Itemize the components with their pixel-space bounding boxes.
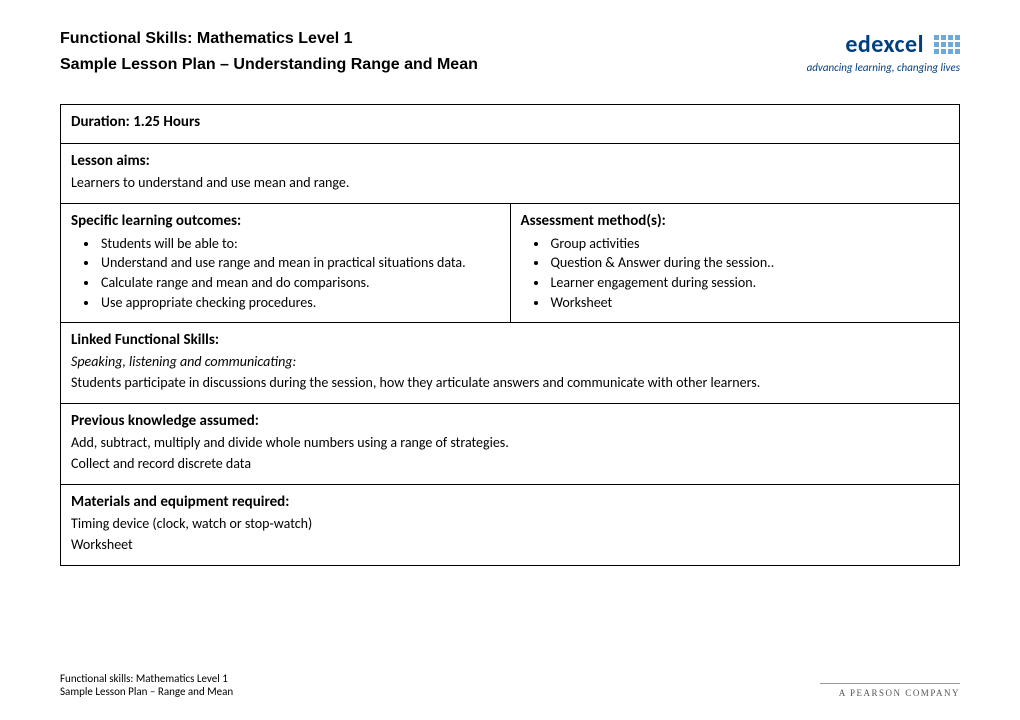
list-item: Learner engagement during session. xyxy=(549,273,950,293)
aims-cell: Lesson aims: Learners to understand and … xyxy=(61,144,960,204)
previous-line2: Collect and record discrete data xyxy=(71,455,949,474)
materials-line2: Worksheet xyxy=(71,536,949,555)
list-item: Calculate range and mean and do comparis… xyxy=(99,273,500,293)
linked-cell: Linked Functional Skills: Speaking, list… xyxy=(61,323,960,404)
footer: Functional skills: Mathematics Level 1 S… xyxy=(60,672,960,698)
footer-left: Functional skills: Mathematics Level 1 S… xyxy=(60,672,233,698)
logo-squares-icon xyxy=(934,35,960,54)
footer-company: A PEARSON COMPANY xyxy=(820,688,960,698)
list-item: Understand and use range and mean in pra… xyxy=(99,253,500,273)
previous-heading: Previous knowledge assumed: xyxy=(71,412,949,430)
list-item: Worksheet xyxy=(549,293,950,313)
lesson-plan-table: Duration: 1.25 Hours Lesson aims: Learne… xyxy=(60,104,960,566)
assessment-heading: Assessment method(s): xyxy=(521,212,950,230)
assessment-list: Group activities Question & Answer durin… xyxy=(521,234,950,312)
duration-cell: Duration: 1.25 Hours xyxy=(61,105,960,144)
outcomes-list: Students will be able to: Understand and… xyxy=(71,234,500,312)
logo-brand: edexcel xyxy=(845,30,960,59)
materials-cell: Materials and equipment required: Timing… xyxy=(61,484,960,565)
list-item: Group activities xyxy=(549,234,950,254)
linked-heading: Linked Functional Skills: xyxy=(71,331,949,349)
doc-title-1: Functional Skills: Mathematics Level 1 xyxy=(60,30,478,48)
list-item: Students will be able to: xyxy=(99,234,500,254)
materials-line1: Timing device (clock, watch or stop-watc… xyxy=(71,515,949,534)
footer-bar xyxy=(820,683,960,684)
linked-subheading: Speaking, listening and communicating: xyxy=(71,353,949,372)
outcomes-cell: Specific learning outcomes: Students wil… xyxy=(61,203,511,322)
footer-right: A PEARSON COMPANY xyxy=(820,683,960,698)
footer-line2: Sample Lesson Plan – Range and Mean xyxy=(60,685,233,698)
header-text: Functional Skills: Mathematics Level 1 S… xyxy=(60,30,478,74)
header-row: Functional Skills: Mathematics Level 1 S… xyxy=(60,30,960,74)
assessment-cell: Assessment method(s): Group activities Q… xyxy=(510,203,960,322)
aims-text: Learners to understand and use mean and … xyxy=(71,174,949,193)
page: Functional Skills: Mathematics Level 1 S… xyxy=(0,0,1020,720)
logo-brand-text: edexcel xyxy=(845,30,924,59)
list-item: Use appropriate checking procedures. xyxy=(99,293,500,313)
outcomes-heading: Specific learning outcomes: xyxy=(71,212,500,230)
aims-heading: Lesson aims: xyxy=(71,152,949,170)
duration-heading: Duration: 1.25 Hours xyxy=(71,113,949,131)
previous-line1: Add, subtract, multiply and divide whole… xyxy=(71,434,949,453)
linked-text: Students participate in discussions duri… xyxy=(71,374,949,393)
footer-line1: Functional skills: Mathematics Level 1 xyxy=(60,672,233,685)
doc-title-2: Sample Lesson Plan – Understanding Range… xyxy=(60,56,478,74)
list-item: Question & Answer during the session.. xyxy=(549,253,950,273)
logo-tagline: advancing learning, changing lives xyxy=(807,61,960,74)
logo: edexcel advancing learning, changing liv… xyxy=(807,30,960,74)
previous-cell: Previous knowledge assumed: Add, subtrac… xyxy=(61,404,960,485)
materials-heading: Materials and equipment required: xyxy=(71,493,949,511)
